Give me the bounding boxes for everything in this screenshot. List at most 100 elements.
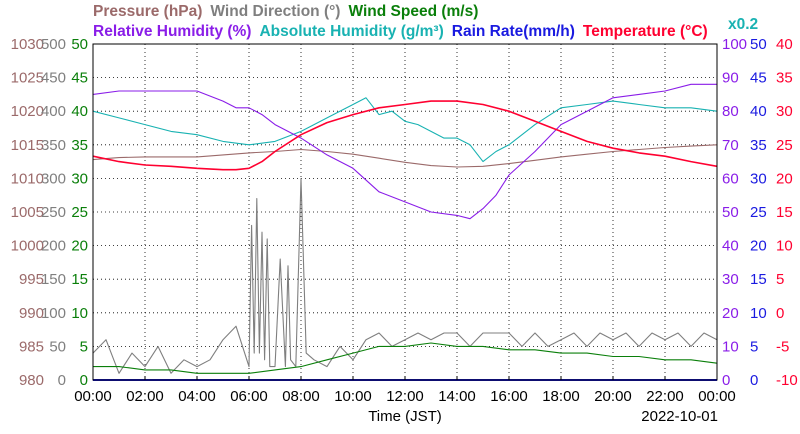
title-row-1: Pressure (hPa) Wind Direction (°) Wind Spe… xyxy=(93,3,478,20)
title-row-2: Relative Humidity (%) Absolute Humidity (… xyxy=(93,23,708,40)
pressure-tick: 1000 xyxy=(11,238,44,255)
relative-humidity-tick: 100 xyxy=(722,36,747,53)
legend-entry: Wind Direction (°) xyxy=(210,3,340,20)
rain-rate-tick: 50 xyxy=(750,36,767,53)
rain-rate-tick: 0 xyxy=(750,372,758,389)
legend-entry: Absolute Humidity (g/m³) xyxy=(259,23,443,40)
temperature-tick: 35 xyxy=(776,70,793,87)
x-tick-label: 00:00 xyxy=(74,388,112,405)
temperature-tick: 0 xyxy=(776,305,784,322)
series-wind-direction xyxy=(92,177,718,374)
relative-humidity-tick: 70 xyxy=(722,137,739,154)
x-tick-label: 14:00 xyxy=(438,388,476,405)
pressure-tick: 1005 xyxy=(11,204,44,221)
series-wind-speed xyxy=(93,342,718,374)
wind-direction-tick: 0 xyxy=(58,372,66,389)
relative-humidity-tick: 80 xyxy=(722,103,739,120)
grid xyxy=(93,44,717,380)
pressure-tick: 1010 xyxy=(11,170,44,187)
x-tick-label: 02:00 xyxy=(126,388,164,405)
wind-speed-tick: 45 xyxy=(71,70,88,87)
x-tick-label: 16:00 xyxy=(490,388,528,405)
pressure-tick: 995 xyxy=(19,271,44,288)
legend-entry: Relative Humidity (%) xyxy=(93,23,251,40)
legend-entry: Wind Speed (m/s) xyxy=(348,3,478,20)
rain-rate-tick: 30 xyxy=(750,170,767,187)
wind-direction-tick: 300 xyxy=(41,170,66,187)
pressure-tick: 1015 xyxy=(11,137,44,154)
relative-humidity-tick: 90 xyxy=(722,70,739,87)
wind-direction-tick: 50 xyxy=(49,338,66,355)
relative-humidity-tick: 40 xyxy=(722,238,739,255)
temperature-tick: 5 xyxy=(776,271,784,288)
temperature-tick: -5 xyxy=(776,338,789,355)
series-relative-humidity-absolute xyxy=(92,97,718,163)
x-axis-label: Time (JST) xyxy=(368,408,442,425)
wind-direction-tick: 400 xyxy=(41,103,66,120)
relative-humidity-tick: 20 xyxy=(722,305,739,322)
legend-entry: Pressure (hPa) xyxy=(93,3,202,20)
rain-rate-tick: 45 xyxy=(750,70,767,87)
x-tick-label: 06:00 xyxy=(230,388,268,405)
right-axes: 0102030405060708090100051015202530354045… xyxy=(722,36,798,389)
pressure-tick: 985 xyxy=(19,338,44,355)
wind-speed-tick: 0 xyxy=(80,372,88,389)
relative-humidity-tick: 10 xyxy=(722,338,739,355)
relative-humidity-tick: 0 xyxy=(722,372,730,389)
temperature-tick: 15 xyxy=(776,204,793,221)
pressure-tick: 1025 xyxy=(11,70,44,87)
temperature-tick: -10 xyxy=(776,372,798,389)
wind-speed-tick: 20 xyxy=(71,238,88,255)
legend-entry: Temperature (°C) xyxy=(583,23,708,40)
wind-direction-tick: 250 xyxy=(41,204,66,221)
rain-rate-tick: 35 xyxy=(750,137,767,154)
wind-direction-tick: 150 xyxy=(41,271,66,288)
left-axes: 9809859909951000100510101015102010251030… xyxy=(11,36,88,389)
legend-entry: Rain Rate(mm/h) xyxy=(452,23,575,40)
rain-rate-tick: 5 xyxy=(750,338,758,355)
x-tick-label: 20:00 xyxy=(594,388,632,405)
rain-rate-tick: 10 xyxy=(750,305,767,322)
wind-speed-tick: 50 xyxy=(71,36,88,53)
series-pressure xyxy=(92,144,718,168)
x-tick-label: 18:00 xyxy=(542,388,580,405)
wind-direction-tick: 200 xyxy=(41,238,66,255)
pressure-tick: 1020 xyxy=(11,103,44,120)
wind-speed-tick: 25 xyxy=(71,204,88,221)
relative-humidity-tick: 60 xyxy=(722,170,739,187)
wind-speed-tick: 15 xyxy=(71,271,88,288)
wind-speed-tick: 35 xyxy=(71,137,88,154)
date-label: 2022-10-01 xyxy=(641,408,718,425)
x-tick-label: 22:00 xyxy=(646,388,684,405)
x-tick-label: 04:00 xyxy=(178,388,216,405)
x-tick-label: 10:00 xyxy=(334,388,372,405)
wind-direction-tick: 500 xyxy=(41,36,66,53)
pressure-tick: 980 xyxy=(19,372,44,389)
wind-direction-tick: 450 xyxy=(41,70,66,87)
rain-rate-tick: 15 xyxy=(750,271,767,288)
wind-speed-tick: 40 xyxy=(71,103,88,120)
relative-humidity-tick: 50 xyxy=(722,204,739,221)
rain-rate-tick: 25 xyxy=(750,204,767,221)
temperature-tick: 10 xyxy=(776,238,793,255)
series-temperature xyxy=(92,100,718,171)
wind-speed-tick: 10 xyxy=(71,305,88,322)
x-tick-label: 12:00 xyxy=(386,388,424,405)
wind-direction-tick: 100 xyxy=(41,305,66,322)
x-axis: 00:00 02:00 04:00 06:00 08:00 10:00 12:00 14:00… xyxy=(74,376,736,405)
wind-direction-tick: 350 xyxy=(41,137,66,154)
x-tick-label: 08:00 xyxy=(282,388,320,405)
wind-speed-tick: 30 xyxy=(71,170,88,187)
temperature-tick: 20 xyxy=(776,170,793,187)
pressure-tick: 990 xyxy=(19,305,44,322)
rain-scale-label: x0.2 xyxy=(728,16,758,33)
series-relative-humidity xyxy=(92,83,717,220)
temperature-tick: 40 xyxy=(776,36,793,53)
temperature-tick: 30 xyxy=(776,103,793,120)
temperature-tick: 25 xyxy=(776,137,793,154)
wind-speed-tick: 5 xyxy=(80,338,88,355)
rain-rate-tick: 40 xyxy=(750,103,767,120)
pressure-tick: 1030 xyxy=(11,36,44,53)
relative-humidity-tick: 30 xyxy=(722,271,739,288)
